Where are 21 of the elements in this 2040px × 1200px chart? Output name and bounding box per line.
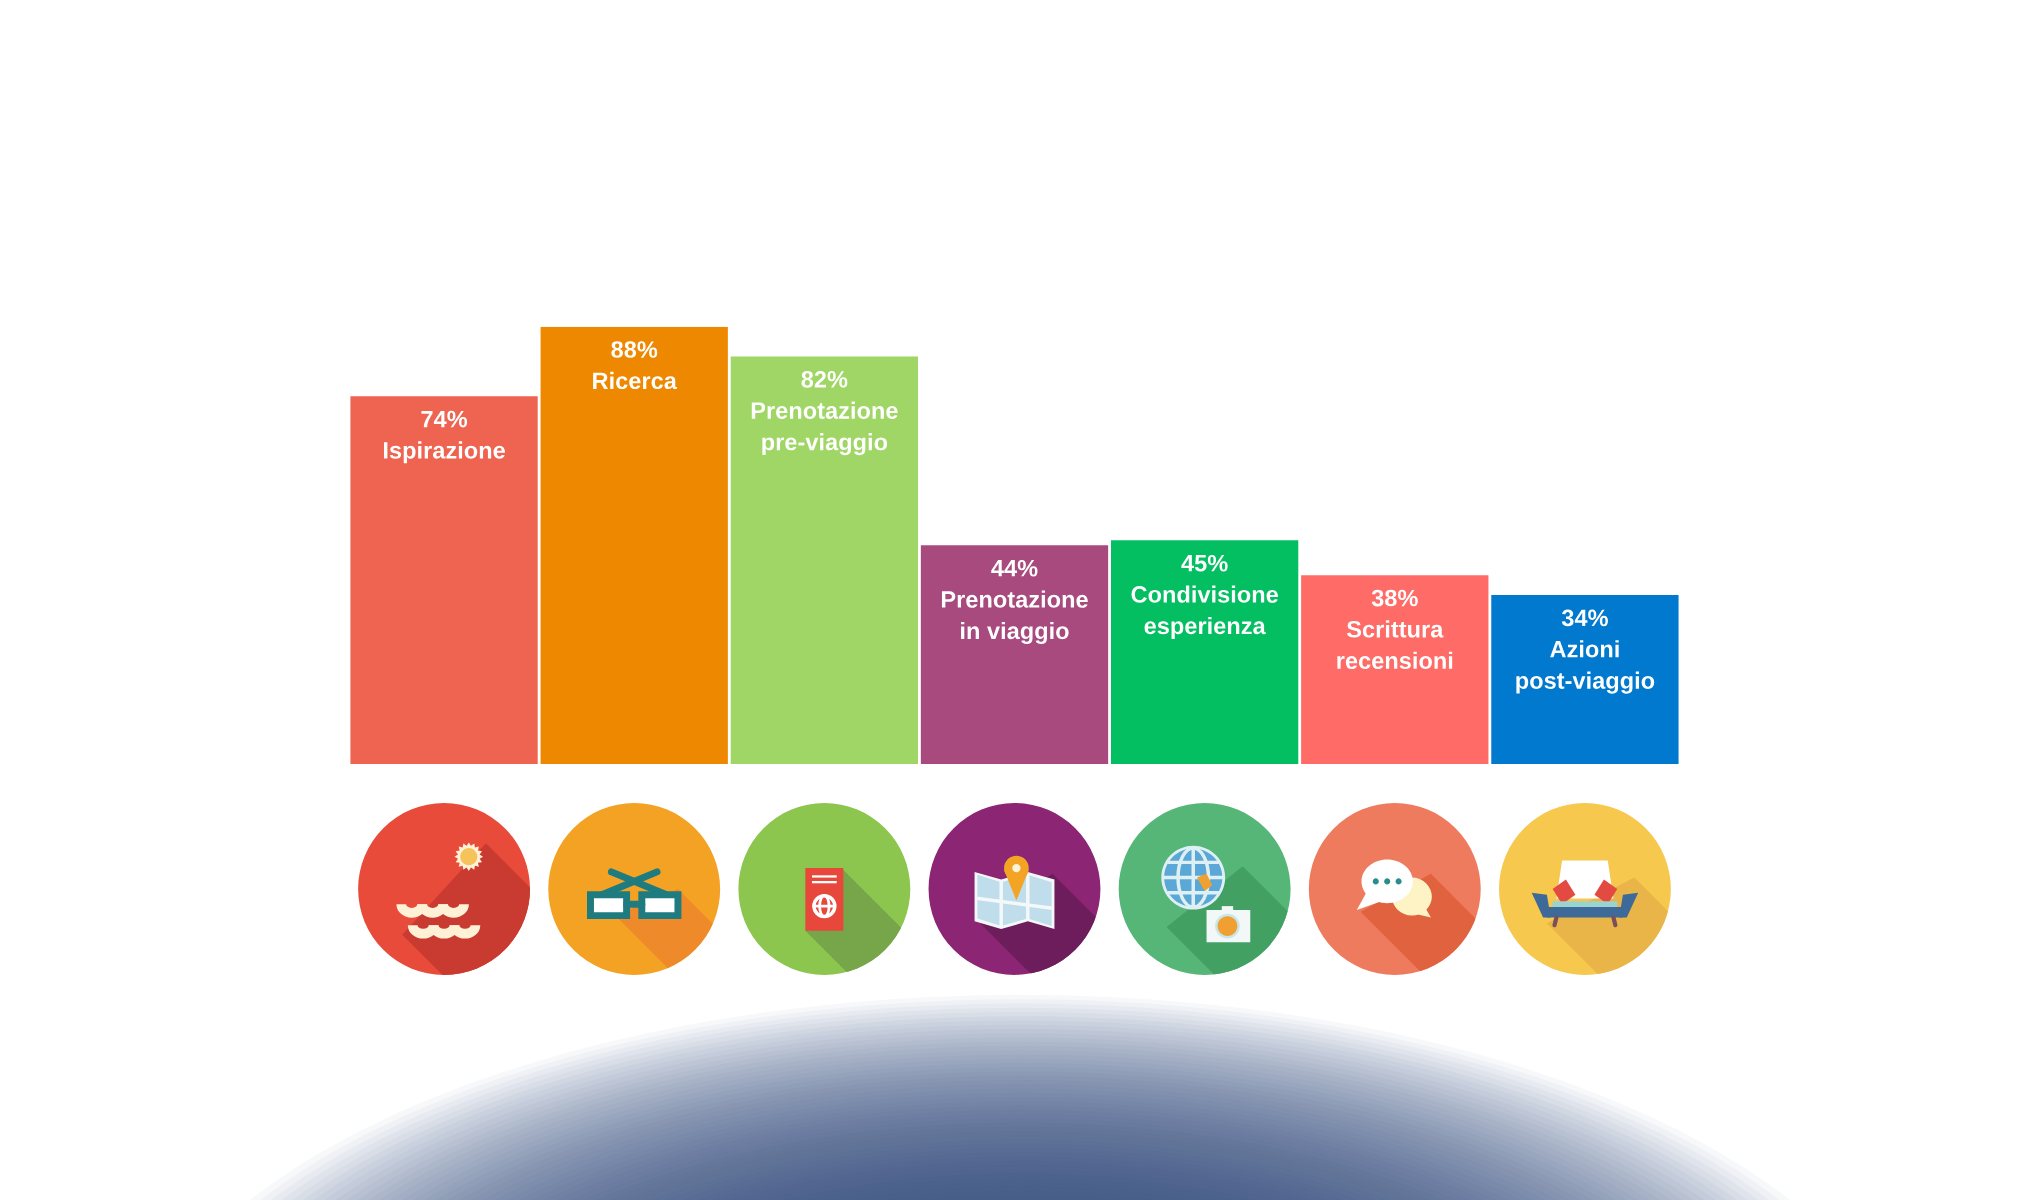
x-tick-label: Azioni post-viaggio — [1516, 640, 1655, 694]
data-label: 88% — [611, 341, 658, 358]
data-label: 74% — [421, 410, 468, 428]
data-label: 45% — [1181, 554, 1228, 572]
bar — [1301, 575, 1489, 764]
bar — [920, 545, 1109, 764]
x-tick-label: Scrittura recensioni — [1337, 620, 1453, 670]
x-tick-label: Condivisione esperienza — [1131, 585, 1278, 639]
bar — [540, 326, 728, 764]
bar — [350, 396, 538, 764]
data-label: 44% — [991, 559, 1038, 577]
data-label: 34% — [1561, 609, 1608, 627]
bar — [1491, 595, 1679, 764]
x-tick-label: Ricerca — [593, 371, 678, 390]
x-tick-label: Ispirazione — [383, 441, 505, 464]
x-tick-label: Prenotazione pre-viaggio — [751, 401, 898, 456]
data-label: 38% — [1371, 589, 1418, 607]
x-tick-label: Prenotazione in viaggio — [941, 590, 1088, 644]
bar — [730, 356, 918, 764]
data-label: 82% — [801, 370, 848, 388]
bar — [1111, 540, 1299, 764]
